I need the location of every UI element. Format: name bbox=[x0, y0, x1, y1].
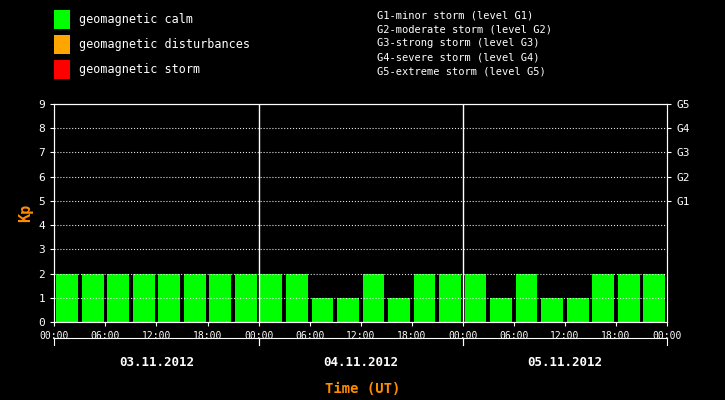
Bar bbox=[260, 274, 282, 322]
Text: 03.11.2012: 03.11.2012 bbox=[119, 356, 194, 369]
Text: 05.11.2012: 05.11.2012 bbox=[527, 356, 602, 369]
Bar bbox=[158, 274, 180, 322]
Bar bbox=[439, 274, 461, 322]
Bar bbox=[618, 274, 639, 322]
Text: geomagnetic calm: geomagnetic calm bbox=[79, 13, 193, 26]
Text: geomagnetic disturbances: geomagnetic disturbances bbox=[79, 38, 250, 51]
Bar bbox=[592, 274, 614, 322]
Bar bbox=[57, 274, 78, 322]
Bar bbox=[490, 298, 512, 322]
Text: geomagnetic storm: geomagnetic storm bbox=[79, 63, 200, 76]
Text: Time (UT): Time (UT) bbox=[325, 382, 400, 396]
Bar bbox=[643, 274, 665, 322]
Bar bbox=[388, 298, 410, 322]
Bar bbox=[567, 298, 589, 322]
Bar bbox=[414, 274, 435, 322]
Bar bbox=[82, 274, 104, 322]
Text: G1-minor storm (level G1)
G2-moderate storm (level G2)
G3-strong storm (level G3: G1-minor storm (level G1) G2-moderate st… bbox=[377, 10, 552, 76]
Bar bbox=[515, 274, 537, 322]
Text: 04.11.2012: 04.11.2012 bbox=[323, 356, 398, 369]
Bar bbox=[184, 274, 206, 322]
Bar bbox=[542, 298, 563, 322]
Bar bbox=[286, 274, 307, 322]
Bar bbox=[337, 298, 359, 322]
Bar bbox=[312, 298, 334, 322]
Bar bbox=[362, 274, 384, 322]
Bar bbox=[235, 274, 257, 322]
Bar bbox=[107, 274, 129, 322]
Bar bbox=[465, 274, 486, 322]
Bar bbox=[133, 274, 154, 322]
Bar bbox=[210, 274, 231, 322]
Y-axis label: Kp: Kp bbox=[18, 204, 33, 222]
